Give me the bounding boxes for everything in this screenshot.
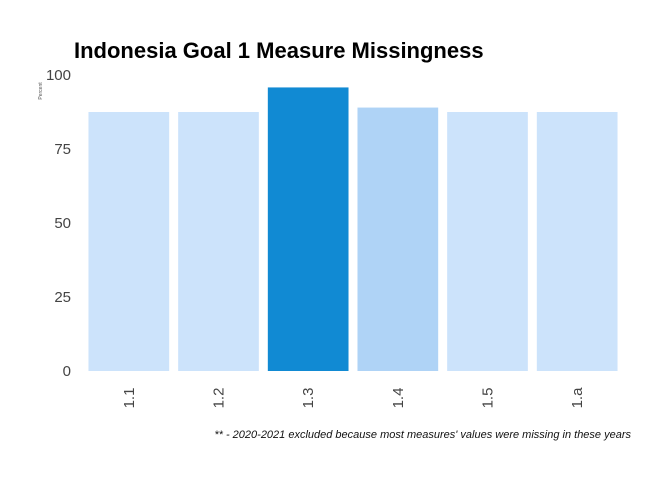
- bar-1-a: [536, 112, 618, 371]
- bar-1-3: [267, 87, 349, 371]
- bar-1-2: [178, 112, 259, 371]
- x-tick-label: 1.3: [300, 388, 317, 409]
- y-tick-label: 100: [46, 67, 71, 84]
- y-tick-label: 0: [63, 363, 71, 380]
- y-axis-ticks: 0 25 50 75 100: [46, 67, 71, 380]
- y-tick-label: 75: [54, 141, 71, 158]
- x-tick-label: 1.a: [569, 387, 586, 409]
- y-axis-label: Percent: [38, 82, 44, 100]
- bar-1-1: [88, 112, 170, 371]
- x-tick-label: 1.4: [390, 388, 407, 409]
- footnote: ** - 2020-2021 excluded because most mea…: [214, 429, 631, 441]
- x-axis-ticks: 1.1 1.2 1.3 1.4 1.5 1.a: [121, 387, 586, 409]
- y-tick-label: 50: [54, 215, 71, 232]
- y-tick-label: 25: [54, 289, 71, 306]
- bar-1-4: [357, 107, 439, 371]
- bar-1-5: [447, 112, 528, 371]
- x-tick-label: 1.2: [211, 388, 228, 409]
- chart-title: Indonesia Goal 1 Measure Missingness: [74, 38, 484, 63]
- x-tick-label: 1.1: [121, 388, 138, 409]
- x-tick-label: 1.5: [480, 388, 497, 409]
- bars: [88, 87, 618, 371]
